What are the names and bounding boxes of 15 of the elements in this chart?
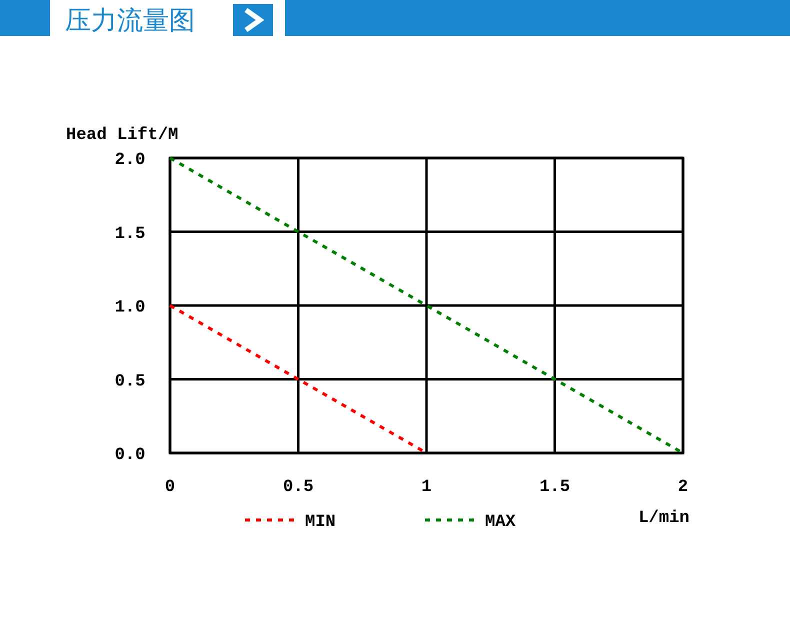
x-tick-label: 0.5: [282, 478, 314, 497]
y-tick-label: 0.0: [114, 446, 146, 465]
x-tick-label: 1: [421, 478, 432, 497]
y-tick-label: 1.5: [114, 224, 146, 244]
y-axis-title: Head Lift/M: [66, 126, 178, 145]
y-tick-label: 0.5: [114, 372, 146, 392]
legend-label: MIN: [305, 513, 336, 532]
legend-label: MAX: [485, 513, 516, 532]
x-axis-title: L/min: [638, 509, 690, 528]
x-tick-label: 0: [164, 478, 176, 497]
y-tick-label: 1.0: [114, 298, 146, 318]
chart-title: 压力流量图: [65, 6, 195, 36]
x-tick-label: 1.5: [539, 478, 570, 497]
x-tick-label: 2: [678, 478, 688, 497]
y-tick-label: 2.0: [114, 151, 146, 170]
